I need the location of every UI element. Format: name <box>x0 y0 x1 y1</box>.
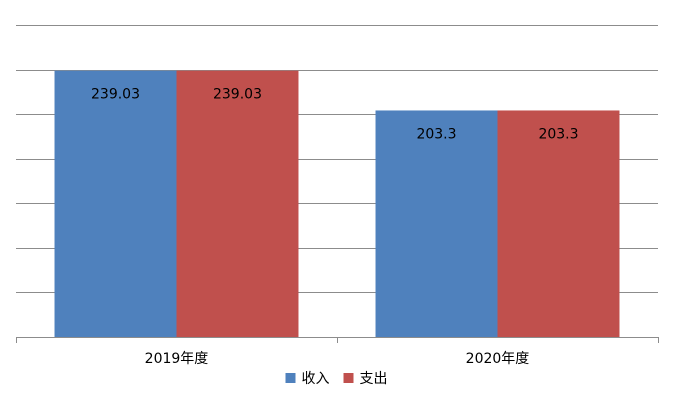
legend-swatch <box>343 373 354 383</box>
data-label: 239.03 <box>91 87 140 103</box>
category-label: 2019年度 <box>145 351 209 367</box>
legend-swatch <box>285 373 296 383</box>
bar-expense-1 <box>497 110 620 337</box>
bar-income-1 <box>375 110 498 337</box>
legend: 收入 支出 <box>285 371 388 387</box>
data-label: 203.3 <box>538 126 578 142</box>
bar-expense-0 <box>176 70 299 337</box>
legend-label: 支出 <box>360 371 388 387</box>
data-label: 203.3 <box>416 126 456 142</box>
bar-income-0 <box>54 70 177 337</box>
x-axis: 2019年度 2020年度 <box>16 337 659 367</box>
bars <box>54 70 620 337</box>
legend-label: 收入 <box>302 371 330 387</box>
category-label: 2020年度 <box>466 351 530 367</box>
data-labels: 239.03 239.03 203.3 203.3 <box>91 87 579 143</box>
data-label: 239.03 <box>213 87 262 103</box>
